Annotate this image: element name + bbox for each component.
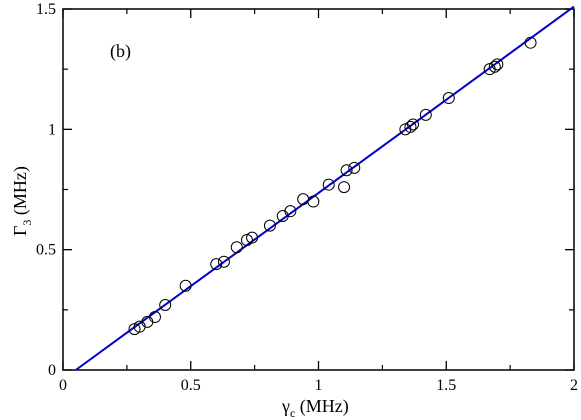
data-point (217, 255, 230, 268)
x-axis-symbol: γ (281, 396, 290, 416)
y-tick-label: 1.5 (36, 1, 56, 18)
y-axis-label: Γ3 (MHz) (10, 166, 34, 236)
data-point (340, 164, 353, 177)
data-point (404, 120, 417, 133)
data-point (524, 36, 537, 49)
data-point (419, 108, 432, 121)
data-point (246, 231, 259, 244)
y-tick-label: 0.5 (36, 242, 56, 259)
x-tick-label: 1.5 (436, 377, 456, 394)
data-point (307, 195, 320, 208)
data-point (159, 299, 172, 312)
data-point (338, 181, 351, 194)
axis-ticks (62, 8, 575, 371)
x-tick-label: 2 (570, 377, 578, 394)
data-point (322, 178, 335, 191)
data-point (488, 60, 501, 73)
data-point (179, 279, 192, 292)
data-point (263, 219, 276, 232)
data-point (407, 118, 420, 131)
panel-annotation: (b) (110, 41, 131, 62)
y-tick-label: 1 (48, 121, 56, 138)
x-tick-label: 0.5 (181, 377, 201, 394)
x-axis-unit: (MHz) (295, 396, 348, 417)
tick-labels: 0 0.5 1 1.5 2 0 0.5 1 1.5 (36, 1, 578, 394)
x-axis-subscript: c (290, 406, 295, 420)
x-tick-label: 1 (315, 377, 323, 394)
data-point (442, 92, 455, 105)
y-axis-symbol: Γ (10, 226, 30, 236)
data-point (348, 161, 361, 174)
x-tick-label: 0 (59, 377, 67, 394)
y-axis-subscript: 3 (20, 220, 34, 226)
data-point (210, 258, 223, 271)
data-points (128, 36, 537, 336)
data-point (148, 311, 161, 324)
y-tick-label: 0 (48, 362, 56, 379)
data-point (491, 58, 504, 71)
y-axis-unit: (MHz) (10, 166, 31, 219)
data-point (284, 205, 297, 218)
x-axis-label: γc (MHz) (281, 396, 349, 420)
data-point (230, 241, 243, 254)
